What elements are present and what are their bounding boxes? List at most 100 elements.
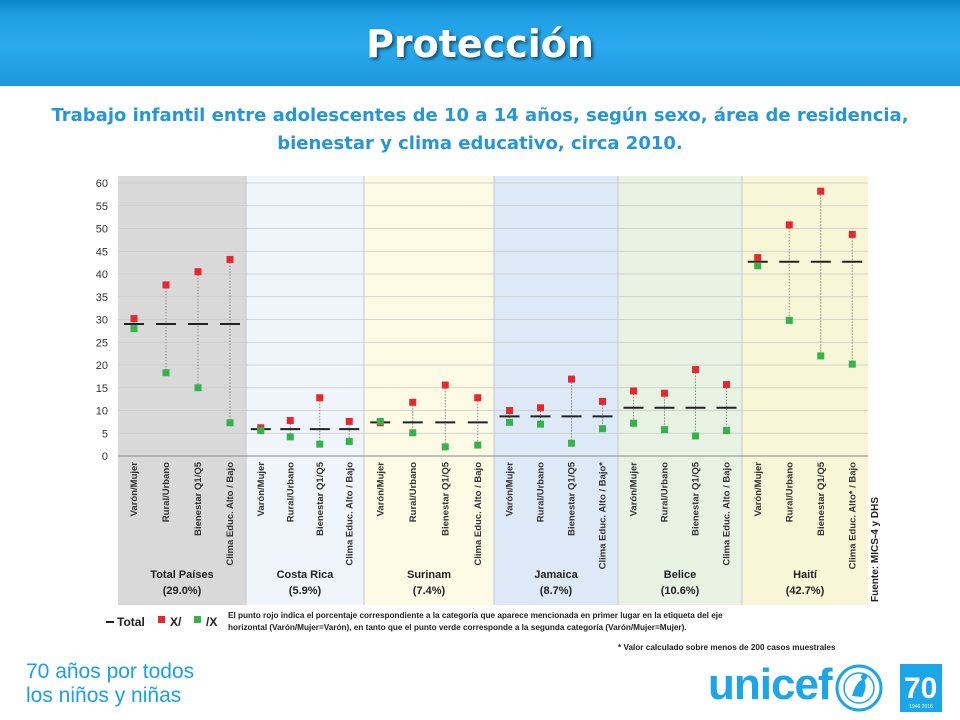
green-point <box>316 440 324 448</box>
red-point <box>692 366 699 374</box>
x-category-label: Clima Educ. Alto / Bajo <box>344 462 355 566</box>
x-category-label: Clima Educ. Alto* / Bajo <box>847 462 858 570</box>
footnote: * Valor calculado sobre menos de 200 cas… <box>618 643 836 652</box>
green-point <box>441 443 449 451</box>
group-total-label: (42.7%) <box>786 585 825 597</box>
red-point <box>599 397 606 405</box>
x-category-label: Rural/Urbano <box>285 462 296 522</box>
green-point <box>162 369 170 377</box>
x-category-label: Varón/Mujer <box>375 462 386 517</box>
red-point <box>537 404 544 412</box>
panel-bg-1 <box>246 176 364 605</box>
green-point <box>537 420 544 428</box>
tagline-line2: los niños y niñas <box>26 684 182 707</box>
green-point <box>754 262 762 270</box>
source-label: Fuente: MICS-4 y DHS <box>870 497 880 602</box>
x-category-label: Bienestar Q1/Q5 <box>315 461 326 536</box>
legend-red-label: X/ <box>170 615 182 629</box>
green-point <box>661 426 668 434</box>
x-category-label: Bienestar Q1/Q5 <box>440 461 451 536</box>
x-category-label: Varón/Mujer <box>256 462 267 517</box>
page-title: Protección <box>366 22 594 66</box>
red-point <box>848 230 856 238</box>
unicef-wordmark-text: unicef <box>708 660 833 709</box>
green-point <box>848 360 856 368</box>
red-point <box>568 375 575 383</box>
red-point <box>345 417 353 425</box>
header-bar <box>0 0 960 86</box>
red-point <box>162 281 170 289</box>
group-total-label: (8.7%) <box>540 585 573 597</box>
y-tick-label: 50 <box>96 224 108 236</box>
y-tick-label: 35 <box>96 292 108 304</box>
x-category-label: Rural/Urbano <box>536 462 547 522</box>
green-point <box>723 427 730 435</box>
red-point <box>754 254 762 262</box>
red-point <box>723 381 730 389</box>
panel-bg-5 <box>742 176 868 605</box>
green-point <box>506 418 513 426</box>
legend-note-line1: El punto rojo indica el porcentaje corre… <box>228 611 723 620</box>
red-point <box>409 398 417 406</box>
red-point <box>441 381 449 389</box>
y-tick-label: 15 <box>96 383 108 395</box>
green-point <box>257 427 265 435</box>
y-tick-label: 40 <box>96 269 108 281</box>
x-category-label: Bienestar Q1/Q5 <box>567 461 578 536</box>
x-category-label: Rural/Urbano <box>660 462 671 522</box>
legend-green-label: /X <box>206 615 217 629</box>
x-category-label: Clima Educ. Alto / Bajo <box>473 462 484 566</box>
green-point <box>785 316 793 324</box>
x-category-label: Bienestar Q1/Q5 <box>816 461 827 536</box>
red-point <box>817 187 825 195</box>
green-point <box>226 419 234 427</box>
green-point <box>692 432 699 440</box>
red-point <box>316 394 324 402</box>
green-point <box>599 425 606 433</box>
x-category-label: Clima Educ. Alto / Bajo* <box>598 462 609 570</box>
group-total-label: (5.9%) <box>289 585 322 597</box>
red-point <box>286 417 294 425</box>
group-total-label: (29.0%) <box>163 585 202 597</box>
red-point <box>785 221 793 229</box>
x-category-label: Varón/Mujer <box>505 462 516 517</box>
anniversary-70-logo: 70 1946 2016 <box>900 664 942 712</box>
red-point <box>226 255 234 263</box>
group-name: Belice <box>664 569 696 581</box>
y-tick-label: 25 <box>96 337 108 349</box>
red-point <box>630 387 637 395</box>
x-category-label: Varón/Mujer <box>753 462 764 517</box>
green-point <box>568 439 575 447</box>
y-tick-label: 20 <box>96 360 108 372</box>
green-point <box>630 419 637 427</box>
green-point <box>194 384 202 392</box>
x-category-label: Varón/Mujer <box>629 462 640 517</box>
group-total-label: (10.6%) <box>661 585 700 597</box>
legend-total-label: Total <box>117 615 145 629</box>
red-point <box>194 268 202 276</box>
legend-green-swatch <box>194 616 201 623</box>
y-tick-label: 5 <box>102 428 108 440</box>
group-name: Jamaica <box>534 569 578 581</box>
green-point <box>474 441 482 449</box>
panel-bg-4 <box>618 176 742 605</box>
group-name: Haití <box>793 569 818 581</box>
green-point <box>130 325 138 333</box>
x-category-label: Rural/Urbano <box>408 462 419 522</box>
x-category-label: Varón/Mujer <box>129 462 140 517</box>
anniv-years: 1946 2016 <box>909 704 933 710</box>
red-point <box>506 407 513 414</box>
y-tick-label: 60 <box>96 178 108 190</box>
legend-note-line2: horizontal (Varón/Mujer=Varón), en tanto… <box>228 623 687 632</box>
anniv-number: 70 <box>904 672 937 705</box>
red-point <box>474 394 482 402</box>
panel-bg-0 <box>118 176 246 605</box>
group-total-label: (7.4%) <box>413 585 446 597</box>
y-tick-label: 10 <box>96 406 108 418</box>
x-category-label: Clima Educ. Alto / Bajo <box>225 462 236 566</box>
group-name: Costa Rica <box>277 569 335 581</box>
green-point <box>286 433 294 441</box>
y-tick-label: 30 <box>96 315 108 327</box>
y-tick-label: 0 <box>102 451 108 463</box>
